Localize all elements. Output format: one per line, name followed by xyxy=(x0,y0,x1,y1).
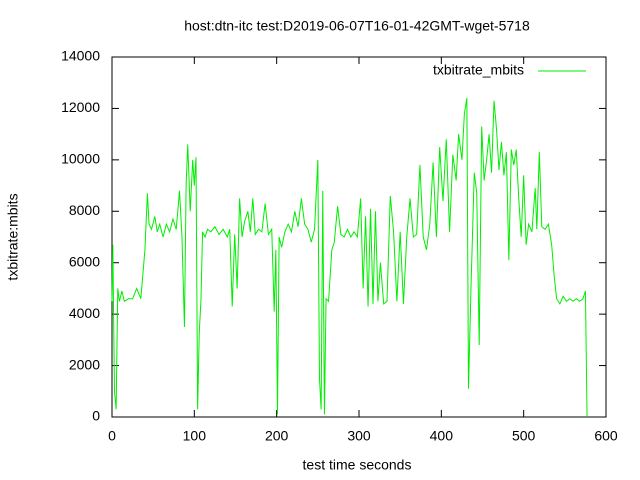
x-tick-label: 100 xyxy=(183,428,207,444)
data-line xyxy=(111,98,588,418)
chart-title: host:dtn-itc test:D2019-06-07T16-01-42GM… xyxy=(184,18,530,34)
legend-label: txbitrate_mbits xyxy=(433,62,524,78)
y-tick-label: 4000 xyxy=(69,305,100,321)
x-axis-label: test time seconds xyxy=(303,457,412,473)
y-tick-label: 6000 xyxy=(69,253,100,269)
y-axis-label: txbitrate:mbits xyxy=(5,193,21,280)
x-tick-label: 600 xyxy=(594,428,618,444)
plot-border xyxy=(111,56,607,418)
x-tick-label: 300 xyxy=(347,428,371,444)
y-tick-label: 0 xyxy=(92,408,100,424)
y-tick-label: 8000 xyxy=(69,202,100,218)
x-tick-label: 200 xyxy=(265,428,289,444)
y-tick-label: 10000 xyxy=(61,151,100,167)
y-tick-label: 12000 xyxy=(61,99,100,115)
y-tick-label: 14000 xyxy=(61,48,100,64)
y-tick-label: 2000 xyxy=(69,356,100,372)
x-tick-label: 500 xyxy=(512,428,536,444)
x-tick-label: 400 xyxy=(430,428,454,444)
x-tick-label: 0 xyxy=(108,428,116,444)
